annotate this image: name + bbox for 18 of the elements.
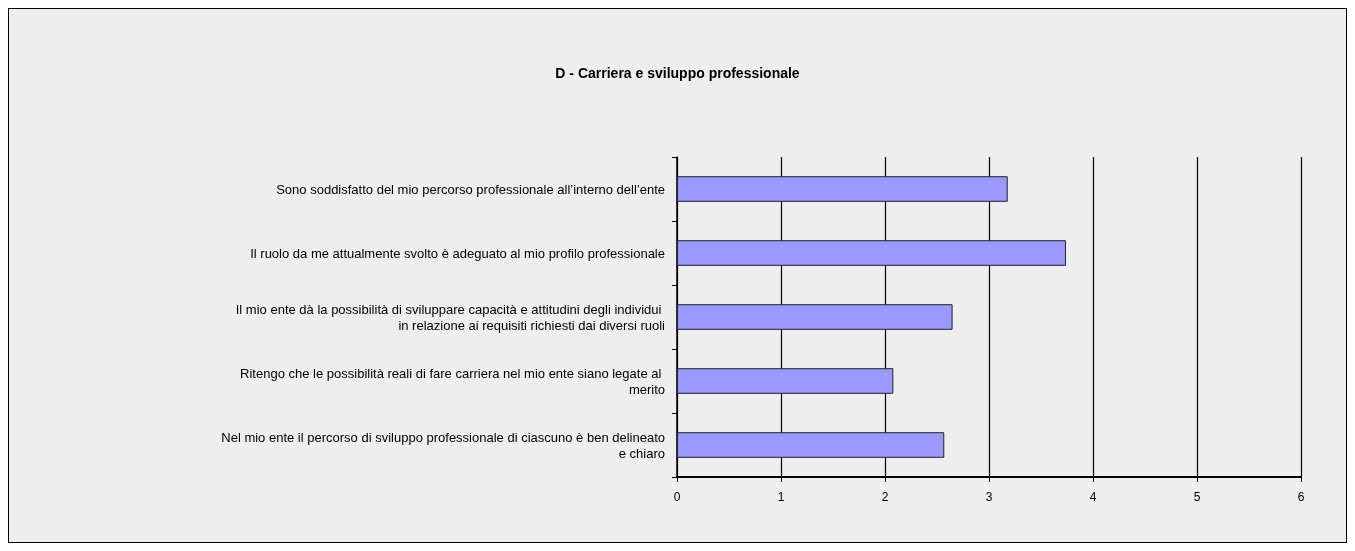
x-tick-label: 1 bbox=[777, 490, 785, 504]
x-tick-label: 3 bbox=[985, 490, 993, 504]
x-tick-label: 0 bbox=[673, 490, 681, 504]
bar bbox=[677, 368, 894, 394]
x-tick-label: 5 bbox=[1193, 490, 1201, 504]
y-tick-label: Nel mio ente il percorso di sviluppo professionale di ciascuno è ben delineato e chiaro bbox=[221, 429, 665, 461]
y-tick-label: Il mio ente dà la possibilità di sviluppare capacità e attitudini degli individui in relazione ai requisiti richiesti dai diversi ruoli bbox=[235, 301, 666, 333]
chart-title: D - Carriera e sviluppo professionale bbox=[555, 65, 800, 81]
bar bbox=[677, 176, 1008, 202]
x-tick-label: 6 bbox=[1297, 490, 1305, 504]
bar bbox=[677, 304, 953, 330]
bar bbox=[677, 432, 945, 458]
x-tick-label: 4 bbox=[1089, 490, 1097, 504]
y-tick-label: Il ruolo da me attualmente svolto è adeguato al mio profilo professionale bbox=[250, 245, 665, 261]
x-tick-label: 2 bbox=[881, 490, 889, 504]
bar bbox=[677, 240, 1066, 266]
y-tick-label: Ritengo che le possibilità reali di fare carriera nel mio ente siano legate al merito bbox=[240, 365, 665, 397]
y-tick-label: Sono soddisfatto del mio percorso professionale all’interno dell’ente bbox=[276, 181, 665, 197]
